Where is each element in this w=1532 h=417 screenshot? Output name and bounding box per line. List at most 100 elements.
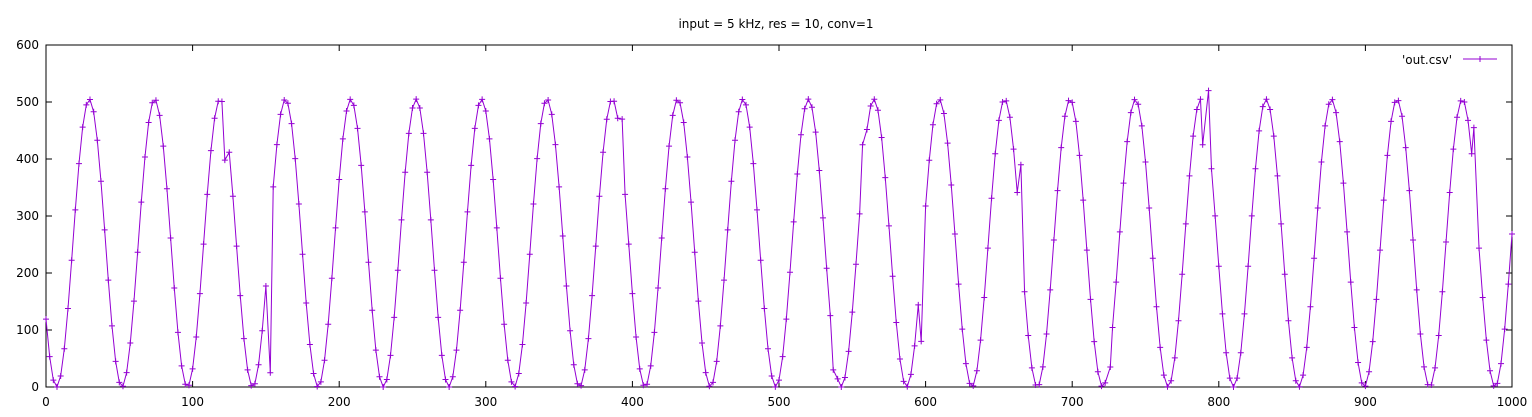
data-point-marker [926, 157, 933, 164]
data-point-marker [200, 241, 207, 248]
data-point-marker [1076, 152, 1083, 159]
data-point-marker [1252, 165, 1259, 172]
data-point-marker [779, 353, 786, 360]
data-point-marker [1164, 383, 1171, 390]
data-point-marker [841, 374, 848, 381]
series-markers [43, 87, 1515, 390]
data-point-marker [1373, 296, 1380, 303]
data-point-marker [211, 115, 218, 122]
data-point-marker [966, 380, 973, 387]
data-point-marker [746, 124, 753, 131]
data-point-marker [786, 269, 793, 276]
data-point-marker [699, 340, 706, 347]
data-point-marker [189, 365, 196, 372]
data-point-marker [596, 193, 603, 200]
data-point-marker [248, 382, 255, 389]
data-point-marker [721, 277, 728, 284]
x-tick-label: 1000 [1497, 395, 1528, 409]
data-point-marker [53, 383, 60, 390]
data-point-marker [413, 96, 420, 103]
data-point-marker [68, 257, 75, 264]
data-point-marker [1223, 349, 1230, 356]
data-point-marker [376, 373, 383, 380]
data-point-marker [768, 372, 775, 379]
data-point-marker [479, 96, 486, 103]
data-point-marker [446, 383, 453, 390]
data-point-marker [684, 154, 691, 161]
data-point-marker [255, 361, 262, 368]
data-point-marker [1021, 288, 1028, 295]
data-point-marker [951, 230, 958, 237]
data-point-marker [1380, 197, 1387, 204]
data-point-marker [834, 375, 841, 382]
data-point-marker [581, 366, 588, 373]
data-point-marker [948, 181, 955, 188]
data-point-marker [937, 96, 944, 103]
data-point-marker [97, 178, 104, 185]
data-point-marker [1028, 364, 1035, 371]
data-point-marker [196, 290, 203, 297]
data-point-marker [310, 370, 317, 377]
data-point-marker [193, 334, 200, 341]
data-point-marker [1043, 330, 1050, 337]
data-point-marker [160, 143, 167, 150]
data-point-marker [545, 97, 552, 104]
data-point-marker [1270, 133, 1277, 140]
data-point-marker [1017, 161, 1024, 168]
data-point-marker [1168, 377, 1175, 384]
x-tick-label: 300 [474, 395, 497, 409]
data-point-marker [1318, 158, 1325, 165]
data-point-marker [1197, 96, 1204, 103]
data-point-marker [251, 380, 258, 387]
data-point-marker [354, 125, 361, 132]
data-point-marker [859, 141, 866, 148]
data-point-marker [750, 160, 757, 167]
data-point-marker [1340, 180, 1347, 187]
data-point-marker [1289, 354, 1296, 361]
data-point-marker [493, 224, 500, 231]
data-point-marker [1292, 377, 1299, 384]
data-point-marker [43, 316, 49, 323]
data-point-marker [702, 369, 709, 376]
data-point-marker [984, 245, 991, 252]
data-point-marker [812, 129, 819, 136]
data-point-marker [497, 275, 504, 282]
data-point-marker [1047, 286, 1054, 293]
data-point-marker [541, 100, 548, 107]
data-point-marker [475, 102, 482, 109]
data-point-marker [1322, 122, 1329, 129]
data-point-marker [1501, 326, 1508, 333]
data-point-marker [801, 105, 808, 112]
data-point-marker [1428, 381, 1435, 388]
legend-label: 'out.csv' [1402, 53, 1452, 67]
data-point-marker [882, 174, 889, 181]
data-point-marker [1278, 220, 1285, 227]
data-point-marker [347, 96, 354, 103]
data-point-marker [1065, 97, 1072, 104]
data-point-marker [790, 218, 797, 225]
data-point-marker [640, 382, 647, 389]
data-point-marker [471, 125, 478, 132]
data-point-marker [647, 362, 654, 369]
data-point-marker [614, 115, 621, 122]
data-point-marker [1205, 87, 1212, 94]
data-point-marker [134, 249, 141, 256]
data-point-marker [1124, 138, 1131, 145]
data-point-marker [955, 281, 962, 288]
data-point-marker [409, 104, 416, 111]
data-point-marker [321, 357, 328, 364]
data-point-marker [233, 243, 240, 250]
data-point-marker [152, 97, 159, 104]
data-point-marker [669, 112, 676, 119]
data-point-marker [1344, 228, 1351, 235]
data-point-marker [1149, 255, 1156, 262]
data-point-marker [794, 171, 801, 178]
data-point-marker [1135, 101, 1142, 108]
data-point-marker [457, 307, 464, 314]
data-point-marker [830, 366, 837, 373]
data-point-marker [666, 143, 673, 150]
data-point-marker [589, 292, 596, 299]
data-point-marker [1476, 245, 1483, 252]
y-tick-label: 400 [16, 152, 39, 166]
data-point-marker [691, 249, 698, 256]
